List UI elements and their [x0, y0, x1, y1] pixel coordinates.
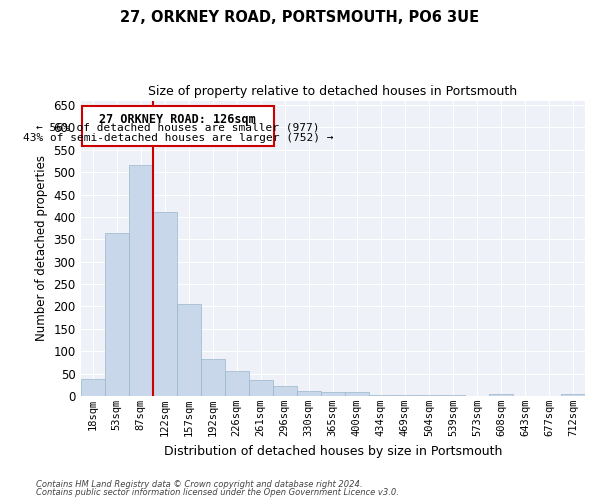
Text: ← 56% of detached houses are smaller (977): ← 56% of detached houses are smaller (97… [36, 123, 320, 133]
Bar [200, 359, 224, 396]
Text: Contains public sector information licensed under the Open Government Licence v3: Contains public sector information licen… [36, 488, 399, 497]
Bar [297, 390, 321, 396]
Bar [80, 380, 104, 396]
Bar [104, 232, 128, 396]
X-axis label: Distribution of detached houses by size in Portsmouth: Distribution of detached houses by size … [164, 444, 502, 458]
Bar [176, 304, 200, 396]
Text: 27, ORKNEY ROAD, PORTSMOUTH, PO6 3UE: 27, ORKNEY ROAD, PORTSMOUTH, PO6 3UE [121, 10, 479, 25]
Bar [489, 394, 513, 396]
Bar [321, 392, 345, 396]
Bar [417, 395, 441, 396]
Bar [393, 395, 417, 396]
Bar [561, 394, 585, 396]
Bar [369, 395, 393, 396]
Title: Size of property relative to detached houses in Portsmouth: Size of property relative to detached ho… [148, 85, 517, 98]
Text: 27 ORKNEY ROAD: 126sqm: 27 ORKNEY ROAD: 126sqm [100, 113, 256, 126]
Text: Contains HM Land Registry data © Crown copyright and database right 2024.: Contains HM Land Registry data © Crown c… [36, 480, 362, 489]
Bar [249, 380, 273, 396]
Bar [273, 386, 297, 396]
Bar [152, 212, 176, 396]
Bar [128, 166, 152, 396]
Bar [224, 372, 249, 396]
Text: 43% of semi-detached houses are larger (752) →: 43% of semi-detached houses are larger (… [23, 133, 333, 143]
FancyBboxPatch shape [82, 106, 274, 146]
Y-axis label: Number of detached properties: Number of detached properties [35, 155, 48, 341]
Bar [345, 392, 369, 396]
